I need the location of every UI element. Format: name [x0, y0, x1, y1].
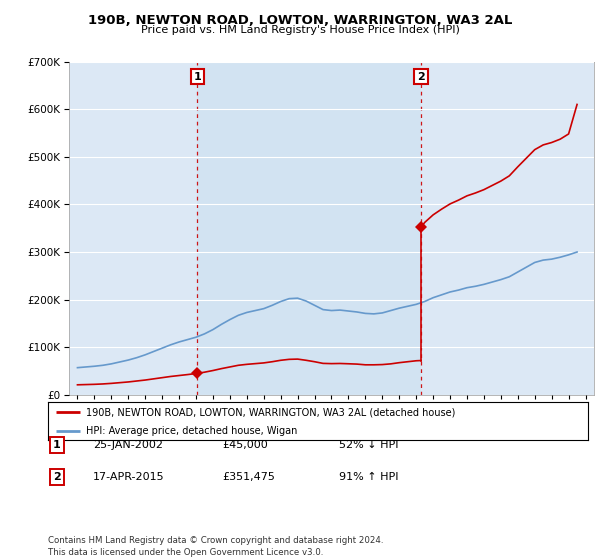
Text: 2: 2 — [417, 72, 425, 82]
Text: 91% ↑ HPI: 91% ↑ HPI — [339, 472, 398, 482]
Text: Price paid vs. HM Land Registry's House Price Index (HPI): Price paid vs. HM Land Registry's House … — [140, 25, 460, 35]
Text: 1: 1 — [53, 440, 61, 450]
Text: Contains HM Land Registry data © Crown copyright and database right 2024.
This d: Contains HM Land Registry data © Crown c… — [48, 536, 383, 557]
Text: 2: 2 — [53, 472, 61, 482]
Text: £45,000: £45,000 — [222, 440, 268, 450]
Bar — [197, 62, 421, 395]
Text: 1: 1 — [193, 72, 201, 82]
Text: 52% ↓ HPI: 52% ↓ HPI — [339, 440, 398, 450]
Text: £351,475: £351,475 — [222, 472, 275, 482]
Text: 190B, NEWTON ROAD, LOWTON, WARRINGTON, WA3 2AL: 190B, NEWTON ROAD, LOWTON, WARRINGTON, W… — [88, 14, 512, 27]
Text: HPI: Average price, detached house, Wigan: HPI: Average price, detached house, Wiga… — [86, 426, 297, 436]
Text: 17-APR-2015: 17-APR-2015 — [93, 472, 164, 482]
Text: 25-JAN-2002: 25-JAN-2002 — [93, 440, 163, 450]
Text: 190B, NEWTON ROAD, LOWTON, WARRINGTON, WA3 2AL (detached house): 190B, NEWTON ROAD, LOWTON, WARRINGTON, W… — [86, 407, 455, 417]
